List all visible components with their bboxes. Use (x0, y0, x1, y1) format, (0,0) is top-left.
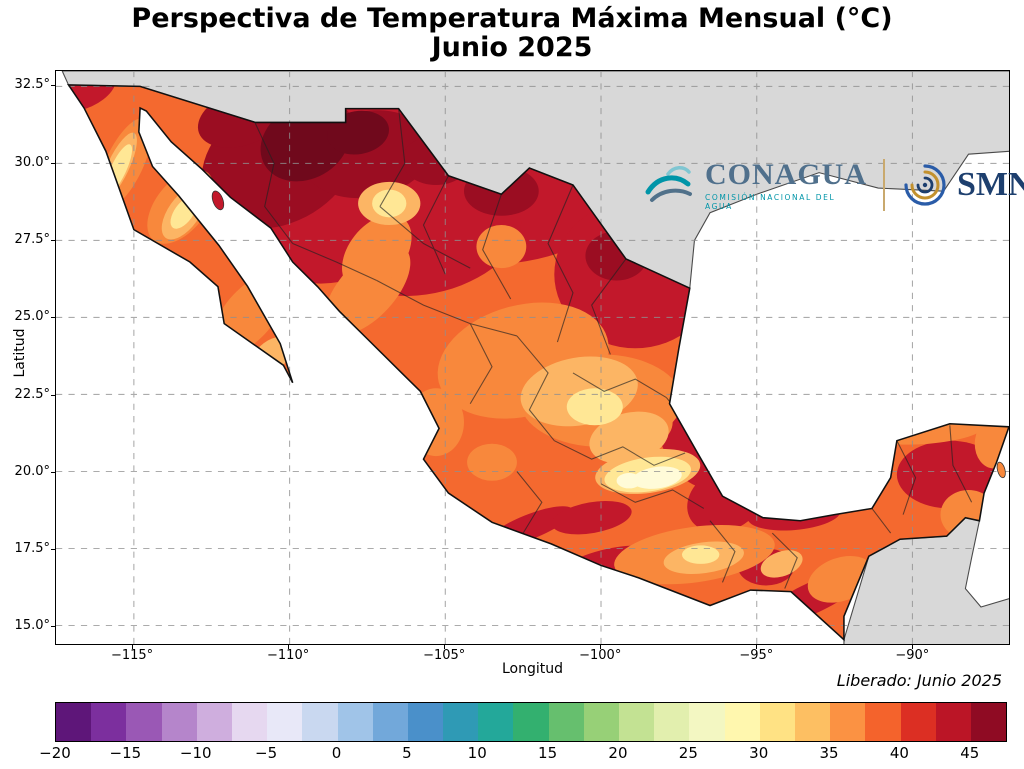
colorbar-segment (724, 703, 760, 741)
y-tick-label: 20.0° (14, 463, 50, 479)
y-tick-label: 17.5° (14, 541, 50, 557)
figure-subtitle: Junio 2025 (431, 32, 593, 63)
y-tick-mark (51, 317, 55, 319)
map-plot: CONAGUA COMISIÓN NACIONAL DEL AGUA SMN S… (55, 70, 1024, 645)
colorbar-segment (478, 703, 514, 741)
y-tick-label: 27.5° (14, 232, 50, 247)
colorbar-segment (56, 703, 92, 741)
colorbar-tick-label: 35 (819, 744, 839, 762)
x-tick-mark (756, 645, 758, 649)
x-tick-label: −115° (110, 648, 154, 663)
logo-divider (883, 159, 885, 211)
y-tick-mark (51, 394, 55, 396)
colorbar-tick-label: 10 (467, 744, 487, 762)
y-tick-label: 30.0° (14, 154, 50, 170)
x-axis-label: Longitud (501, 661, 564, 677)
y-tick-label: 32.5° (14, 77, 50, 93)
colorbar-tick-labels: −20 −15 −10 −5 0 5 10 15 20 25 30 35 40 45 (39, 744, 1005, 764)
figure-title: Perspectiva de Temperatura Máxima Mensua… (131, 3, 893, 34)
y-axis-label: Latitud (12, 328, 28, 378)
tiburon-island (211, 190, 225, 211)
colorbar-segment (126, 703, 162, 741)
y-tick-label: 15.0° (14, 618, 50, 634)
y-tick-label: 25.0° (14, 309, 50, 325)
colorbar-segment (267, 703, 303, 741)
colorbar-segment (583, 703, 619, 741)
colorbar-segment (443, 703, 479, 741)
y-tick-mark (51, 626, 55, 628)
colorbar-tick-label: 15 (538, 744, 558, 762)
conagua-logo: CONAGUA COMISIÓN NACIONAL DEL AGUA (642, 157, 867, 211)
colorbar-segment (161, 703, 197, 741)
y-tick-mark (51, 240, 55, 241)
mexico-temperature-map (56, 71, 1009, 644)
y-tick-label: 22.5° (14, 386, 50, 402)
x-tick-mark (600, 645, 602, 649)
colorbar-tick-label: −15 (109, 744, 142, 762)
conagua-subtitle: COMISIÓN NACIONAL DEL AGUA (704, 192, 836, 211)
colorbar-segment (337, 703, 373, 741)
colorbar-segment (407, 703, 444, 741)
smn-logo: SMN SERVICIO METEOROLÓGICO NACIONAL (901, 161, 1024, 209)
x-tick-label: −110° (267, 648, 310, 663)
x-tick-label: −95° (739, 648, 774, 663)
colorbar-segment (91, 703, 127, 741)
colorbar-segment (865, 703, 901, 741)
colorbar-segment (548, 703, 584, 741)
colorbar-segment (302, 703, 338, 741)
colorbar-tick-label: −20 (39, 744, 71, 762)
gridlines (56, 71, 1009, 644)
x-tick-label: −90° (895, 648, 930, 663)
y-tick-mark (51, 85, 55, 87)
conagua-text: CONAGUA COMISIÓN NACIONAL DEL AGUA (704, 157, 867, 211)
colorbar-tick-label: 20 (608, 744, 628, 762)
release-note: Liberado: Junio 2025 (836, 671, 1002, 690)
smn-wordmark: SMN (957, 166, 1024, 203)
temp-zone-cream (616, 466, 682, 489)
colorbar-segment (372, 703, 408, 741)
colorbar-segment (513, 703, 549, 741)
y-tick-mark (51, 471, 55, 473)
colorbar-segment (689, 703, 725, 741)
colorbar-segment (935, 703, 971, 741)
smn-spiral-icon (904, 164, 946, 206)
mexico-outline (66, 84, 1009, 642)
colorbar-segment (794, 703, 831, 741)
colorbar-tick-label: 30 (749, 744, 769, 762)
agency-logos: CONAGUA COMISIÓN NACIONAL DEL AGUA SMN S… (642, 159, 1024, 211)
colorbar-segment (619, 703, 655, 741)
colorbar-tick-label: 0 (331, 744, 342, 762)
x-tick-mark (132, 645, 134, 649)
x-tick-mark (444, 645, 446, 649)
colorbar-tick-label: 25 (678, 744, 698, 762)
colorbar-segment (654, 703, 690, 741)
conagua-wave-icon (645, 166, 692, 202)
colorbar-segment (900, 703, 936, 741)
x-tick-label: −105° (423, 648, 466, 663)
colorbar-tick-label: 40 (889, 744, 909, 762)
y-tick-mark (51, 549, 55, 551)
colorbar-segment (970, 703, 1007, 741)
colorbar-tick-label: −5 (255, 744, 278, 762)
cozumel-island (996, 461, 1006, 479)
colorbar-tick-label: 45 (960, 744, 980, 762)
colorbar-tick-label: −10 (179, 744, 212, 762)
x-tick-label: −100° (579, 648, 622, 663)
colorbar-segment (196, 703, 232, 741)
colorbar-segment (830, 703, 866, 741)
state-borders (254, 107, 973, 589)
colorbar-tick-label: 5 (402, 744, 412, 762)
x-tick-mark (912, 645, 914, 649)
colorbar-segments (56, 703, 1007, 741)
y-tick-mark (51, 162, 55, 164)
x-tick-mark (288, 645, 290, 649)
colorbar (55, 702, 1007, 742)
colorbar-segment (231, 703, 268, 741)
conagua-wordmark: CONAGUA (704, 157, 867, 191)
colorbar-segment (759, 703, 795, 741)
